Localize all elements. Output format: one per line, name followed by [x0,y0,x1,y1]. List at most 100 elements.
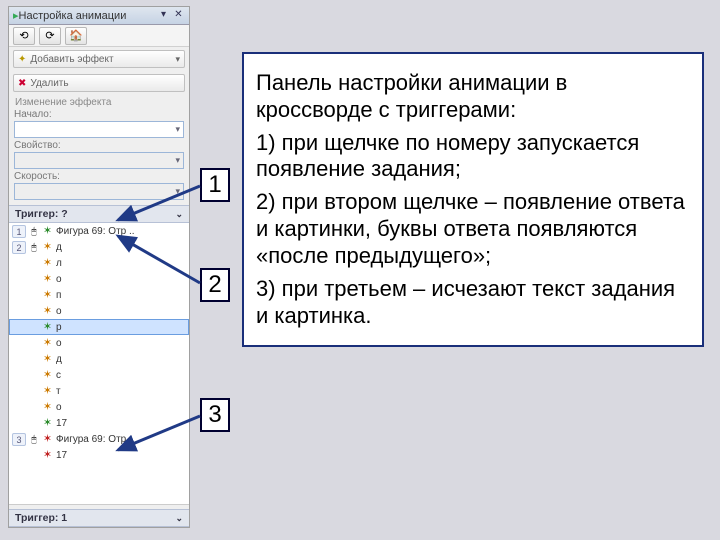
sequence-number: 1 [12,225,26,238]
start-label: Начало: [14,109,184,120]
effect-label: Фигура 69: Отр .. [56,226,186,237]
effect-label: Фигура 69: Отр .. [56,434,186,445]
effect-label: п [56,290,186,301]
sequence-number [12,369,26,382]
effect-star-icon: ✶ [42,370,53,381]
effect-star-icon: ✶ [42,322,53,333]
property-label: Свойство: [14,140,184,151]
list-item[interactable]: ✶д [9,351,189,367]
list-item[interactable]: 2🖱✶д [9,239,189,255]
mouse-click-icon [29,290,39,300]
effect-star-icon: ✶ [42,450,53,461]
list-item[interactable]: ✶о [9,399,189,415]
speed-row: Скорость: ▾ [9,170,189,201]
list-item[interactable]: 1🖱✶Фигура 69: Отр .. [9,223,189,239]
list-item[interactable]: ✶о [9,303,189,319]
mouse-click-icon [29,274,39,284]
trigger-label: Триггер: ? [15,208,68,220]
sequence-number [12,449,26,462]
add-effect-label: Добавить эффект [30,54,113,65]
effect-label: р [56,322,186,333]
sequence-number [12,273,26,286]
effect-star-icon: ✶ [42,258,53,269]
remove-label: Удалить [30,78,68,89]
forward-icon: ⟳ [45,29,54,42]
effect-star-icon: ✶ [42,338,53,349]
mouse-click-icon [29,258,39,268]
home-icon: 🏠 [69,29,83,42]
sequence-number [12,337,26,350]
chevron-icon: ⌄ [175,209,183,220]
chevron-down-icon: ▾ [175,124,180,135]
sequence-number [12,385,26,398]
panel-close-icon[interactable]: ✕ [172,9,185,22]
effect-label: о [56,306,186,317]
speed-select: ▾ [14,183,184,200]
trigger-header[interactable]: Триггер: ? ⌄ [9,205,189,223]
effect-label: д [56,242,186,253]
effect-star-icon: ✶ [42,434,53,445]
property-select: ▾ [14,152,184,169]
callout-para-1: 1) при щелчке по номеру запускается появ… [256,130,690,184]
speed-label: Скорость: [14,171,184,182]
sequence-number [12,289,26,302]
toolbar-back-button[interactable]: ⟲ [13,27,35,45]
effect-star-icon: ✶ [42,226,53,237]
effect-label: л [56,258,186,269]
chevron-icon: ⌄ [175,513,183,524]
sequence-number [12,305,26,318]
effect-star-icon: ✶ [42,402,53,413]
effect-label: 17 [56,450,186,461]
list-item[interactable]: ✶о [9,271,189,287]
chevron-down-icon: ▾ [175,155,180,166]
list-item[interactable]: ✶р [9,319,189,335]
effect-star-icon: ✶ [42,386,53,397]
list-item[interactable]: ✶с [9,367,189,383]
mouse-click-icon [29,306,39,316]
mouse-click-icon [29,386,39,396]
remove-button[interactable]: ✖ Удалить [13,74,185,92]
trigger-footer[interactable]: Триггер: 1 ⌄ [9,509,189,527]
effect-label: т [56,386,186,397]
list-item[interactable]: ✶л [9,255,189,271]
remove-icon: ✖ [18,78,26,89]
effect-star-icon: ✶ [42,290,53,301]
effect-star-icon: ✶ [42,354,53,365]
mouse-click-icon [29,402,39,412]
list-item[interactable]: ✶о [9,335,189,351]
chevron-down-icon: ▾ [175,54,180,65]
mouse-click-icon [29,354,39,364]
chevron-down-icon: ▾ [175,186,180,197]
toolbar-home-button[interactable]: 🏠 [65,27,87,45]
list-item[interactable]: ✶17 [9,415,189,431]
mouse-click-icon [29,418,39,428]
change-effect-label: Изменение эффекта [9,95,189,108]
mouse-click-icon: 🖱 [29,226,39,236]
explainer-callout: Панель настройки анимации в кроссворде с… [242,52,704,347]
list-item[interactable]: 3🖱✶Фигура 69: Отр .. [9,431,189,447]
panel-title: Настройка анимации [19,10,155,22]
marker-3: 3 [200,398,230,432]
mouse-click-icon [29,338,39,348]
list-item[interactable]: ✶т [9,383,189,399]
effect-label: о [56,274,186,285]
effect-star-icon: ✶ [42,242,53,253]
effect-label: о [56,402,186,413]
list-item[interactable]: ✶17 [9,447,189,463]
mouse-click-icon [29,370,39,380]
marker-2: 2 [200,268,230,302]
list-item[interactable]: ✶п [9,287,189,303]
start-select[interactable]: ▾ [14,121,184,138]
animation-list: 1🖱✶Фигура 69: Отр ..2🖱✶д✶л✶о✶п✶о✶р✶о✶д✶с… [9,223,189,505]
panel-dropdown-icon[interactable]: ▾ [157,9,170,22]
sequence-number: 2 [12,241,26,254]
toolbar-forward-button[interactable]: ⟳ [39,27,61,45]
add-effect-button[interactable]: ✦ Добавить эффект ▾ [13,50,185,68]
callout-para-2: 2) при втором щелчке – появление ответа … [256,189,690,269]
marker-1: 1 [200,168,230,202]
sequence-number: 3 [12,433,26,446]
effect-label: д [56,354,186,365]
start-row: Начало: ▾ [9,108,189,139]
mouse-click-icon [29,450,39,460]
panel-toolbar: ⟲ ⟳ 🏠 [9,25,189,47]
